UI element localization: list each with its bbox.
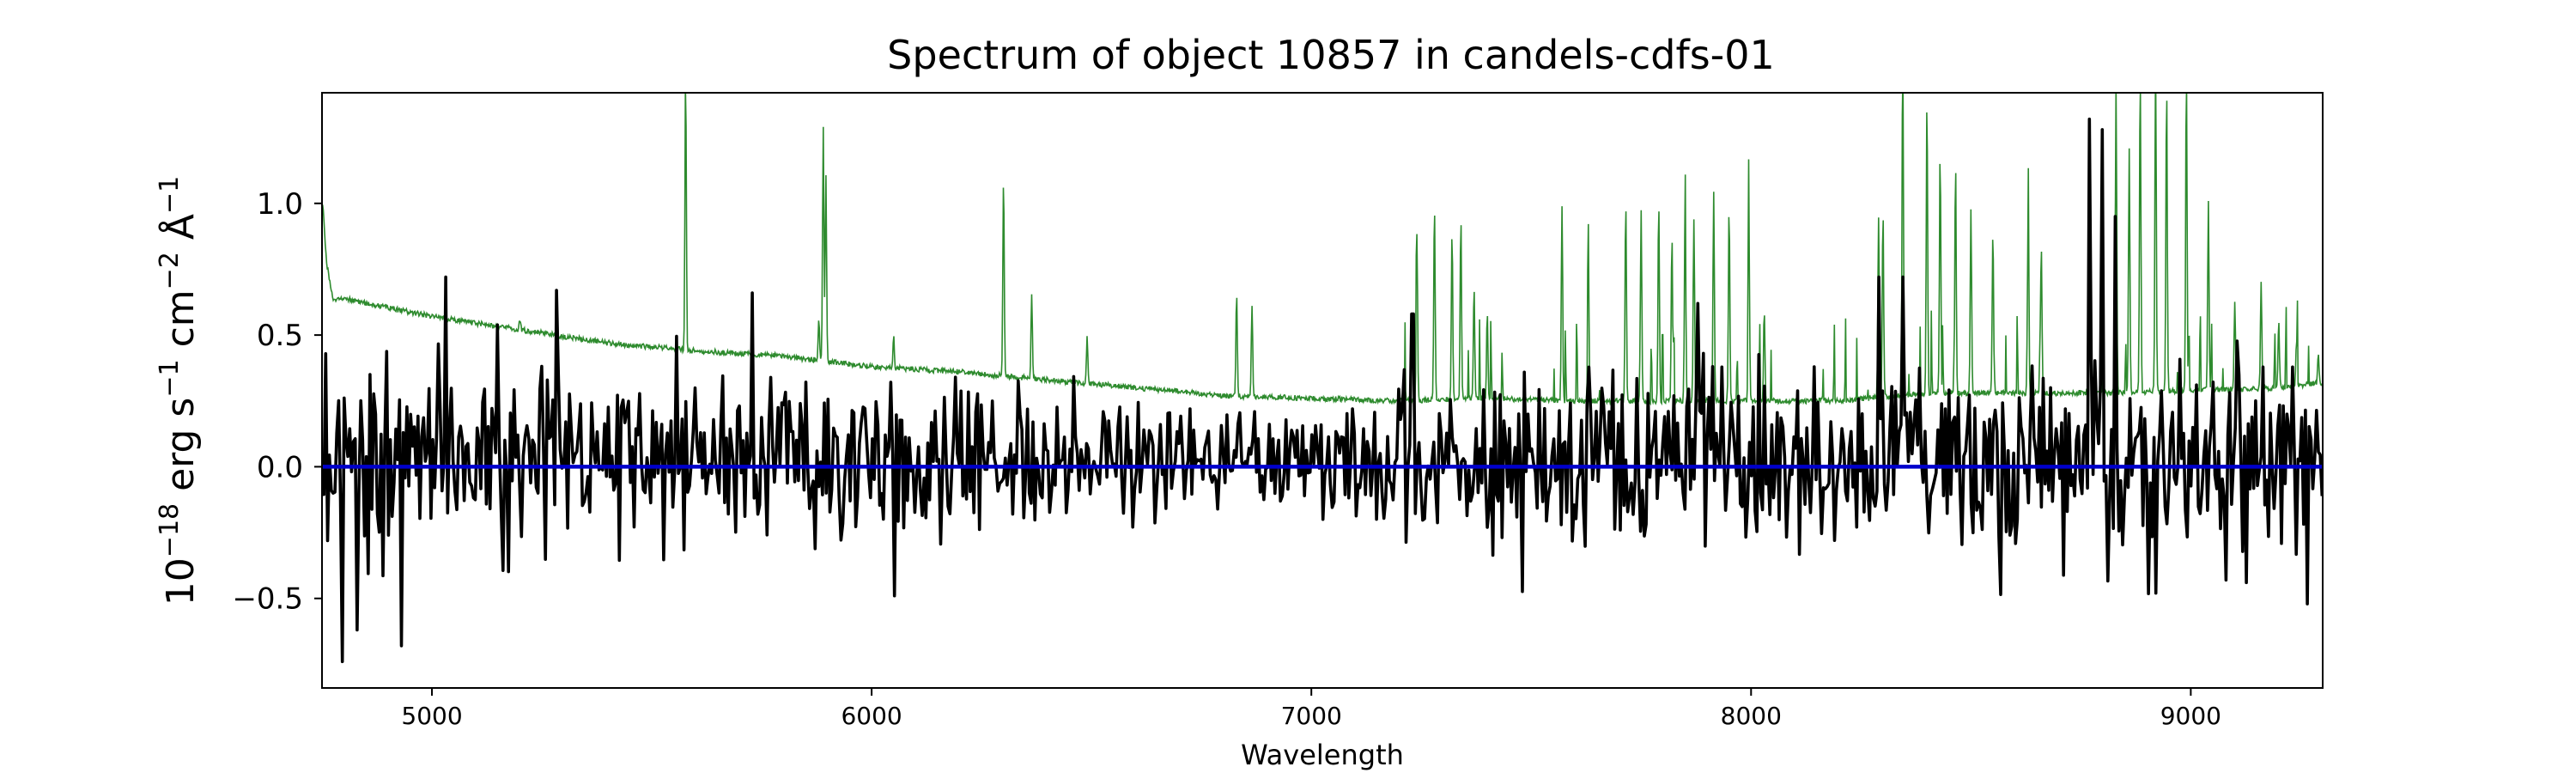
x-tick-label: 8000 xyxy=(1721,702,1782,730)
y-tick-label: −0.5 xyxy=(232,582,303,617)
plot-area xyxy=(322,93,2323,664)
x-tick-label: 6000 xyxy=(841,702,902,730)
x-tick-label: 9000 xyxy=(2160,702,2221,730)
x-tick-label: 7000 xyxy=(1281,702,1342,730)
series-object-flux xyxy=(322,117,2323,664)
y-axis-label: 10−18 erg s−1 cm−2 Å−1 xyxy=(155,176,203,606)
chart-title: Spectrum of object 10857 in candels-cdfs… xyxy=(887,32,1775,78)
x-axis-label: Wavelength xyxy=(1241,739,1404,771)
x-tick-label: 5000 xyxy=(401,702,462,730)
series-sky-spectrum xyxy=(322,93,2323,406)
y-tick-label: 1.0 xyxy=(257,187,303,222)
y-tick-label: 0.5 xyxy=(257,319,303,353)
x-axis-ticks: 5000 6000 7000 8000 9000 xyxy=(401,688,2221,730)
y-tick-label: 0.0 xyxy=(257,450,303,484)
axes-frame xyxy=(321,92,2324,689)
y-axis-ticks: −0.5 0.0 0.5 1.0 xyxy=(232,187,322,617)
